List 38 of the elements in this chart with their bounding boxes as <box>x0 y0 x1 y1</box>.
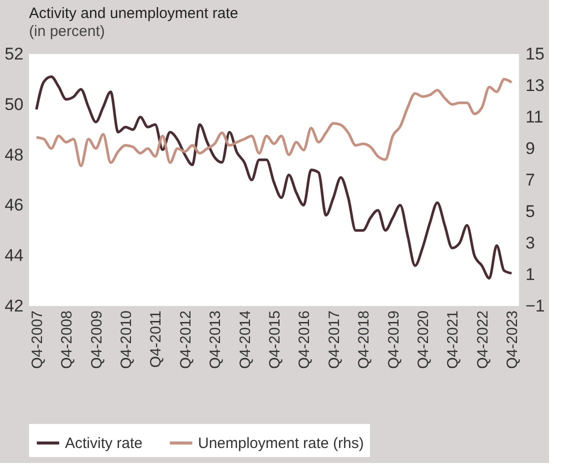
line-series <box>35 78 513 168</box>
y2-tick-label: 5 <box>526 202 535 221</box>
y-tick-label: 48 <box>4 145 24 164</box>
x-tick-label: Q4-2019 <box>385 310 402 369</box>
x-tick-label: Q4-2013 <box>207 310 224 369</box>
y2-tick-label: 9 <box>526 139 535 158</box>
y2-tick-label: 15 <box>526 44 544 64</box>
x-tick-label: Q4-2008 <box>58 310 76 369</box>
y-tick-label: 44 <box>4 246 24 266</box>
x-tick-label: Q4-2022 <box>474 310 492 369</box>
x-tick-label: Q4-2009 <box>88 310 106 369</box>
x-tick-label: Q4-2018 <box>356 310 373 369</box>
chart-subtitle: (in percent) <box>29 23 105 40</box>
x-tick-label: Q4-2023 <box>504 310 522 369</box>
x-tick-label: Q4-2012 <box>177 310 194 369</box>
y2-tick-label: 7 <box>526 170 535 190</box>
line-series <box>35 75 513 280</box>
x-tick-label: Q4-2011 <box>148 310 165 368</box>
x-tick-label: Q4-2016 <box>296 310 314 369</box>
y-tick-label: 42 <box>4 296 24 316</box>
y2-tick-label: −1 <box>526 296 545 316</box>
y-tick-label: 52 <box>4 44 24 64</box>
x-tick-label: Q4-2010 <box>118 310 136 369</box>
y2-tick-label: 1 <box>526 265 535 284</box>
x-tick-label: Q4-2015 <box>266 310 284 369</box>
y-tick-label: 50 <box>4 94 24 114</box>
y2-tick-label: 3 <box>526 234 535 252</box>
y2-tick-label: 11 <box>526 108 544 126</box>
x-tick-label: Q4-2020 <box>414 310 432 369</box>
y-tick-label: 46 <box>4 196 24 215</box>
legend-label: Unemployment rate (rhs) <box>198 435 364 452</box>
x-tick-label: Q4-2007 <box>28 310 46 369</box>
x-tick-label: Q4-2021 <box>444 310 462 369</box>
x-tick-label: Q4-2017 <box>326 310 343 369</box>
x-tick-label: Q4-2014 <box>236 310 254 369</box>
y2-tick-label: 13 <box>526 76 544 95</box>
legend-label: Activity rate <box>65 435 143 452</box>
chart-title: Activity and unemployment rate <box>29 5 238 22</box>
